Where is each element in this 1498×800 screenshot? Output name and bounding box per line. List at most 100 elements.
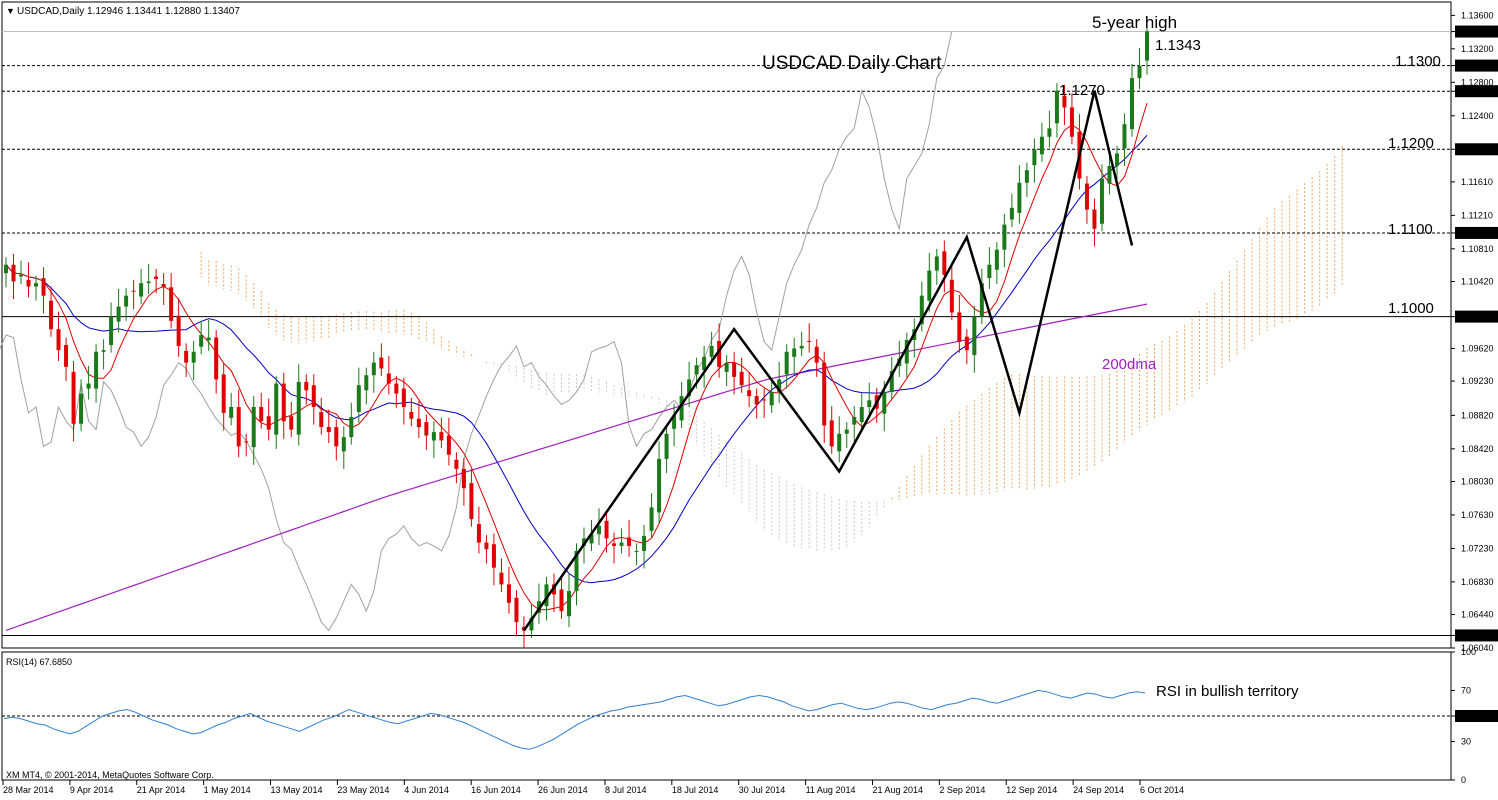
candle-body bbox=[882, 391, 887, 414]
candle-body bbox=[221, 374, 226, 413]
sma200-path bbox=[5, 303, 1148, 631]
x-tick-label: 16 Jun 2014 bbox=[471, 785, 521, 795]
time-axis: 28 Mar 2014 9 Apr 2014 21 Apr 2014 1 May 20… bbox=[2, 780, 1184, 795]
annotation-1-1270: 1.1270 bbox=[1059, 82, 1105, 99]
rsi-path bbox=[3, 689, 1146, 750]
candle-body bbox=[582, 538, 587, 546]
price-box bbox=[1455, 143, 1498, 156]
candle-body bbox=[424, 422, 429, 436]
candle-body bbox=[319, 412, 324, 428]
candle-body bbox=[49, 300, 54, 330]
candle-body bbox=[229, 407, 234, 418]
candle-body bbox=[672, 415, 677, 429]
candle-body bbox=[927, 270, 932, 301]
candle-body bbox=[889, 371, 894, 392]
chikou-path bbox=[0, 31, 953, 632]
candle-body bbox=[769, 391, 774, 406]
candle-body bbox=[409, 412, 414, 419]
y-tick-label: 1.06440 bbox=[1461, 610, 1494, 620]
candle-body bbox=[979, 283, 984, 317]
candle-body bbox=[64, 345, 69, 367]
candle-body bbox=[694, 365, 699, 375]
rsi-tick-label: 70 bbox=[1461, 685, 1471, 695]
y-tick-label: 1.06830 bbox=[1461, 577, 1494, 587]
candle-body bbox=[79, 393, 84, 424]
y-tick-label: 1.12800 bbox=[1461, 77, 1494, 87]
candle-body bbox=[386, 373, 391, 384]
price-box-label: 1.13407 bbox=[1458, 27, 1491, 37]
rsi-tick-label: 0 bbox=[1461, 775, 1466, 785]
candle-body bbox=[251, 407, 256, 448]
y-tick-label: 1.10810 bbox=[1461, 244, 1494, 254]
candle-body bbox=[544, 584, 549, 607]
x-tick-label: 4 Jun 2014 bbox=[404, 785, 449, 795]
candle-body bbox=[469, 483, 474, 520]
candle-body bbox=[1092, 209, 1097, 229]
candle-body bbox=[837, 433, 842, 452]
zigzag-pattern bbox=[522, 90, 1134, 632]
candle-body bbox=[717, 340, 722, 367]
y-tick-label: 1.07230 bbox=[1461, 543, 1494, 553]
x-tick-label: 28 Mar 2014 bbox=[3, 785, 54, 795]
dropdown-icon[interactable]: ▼ bbox=[6, 6, 15, 16]
level-label-1-1000: 1.1000 bbox=[1388, 300, 1434, 317]
candle-body bbox=[942, 251, 947, 275]
candle-body bbox=[326, 427, 331, 433]
rsi-title: RSI(14) 67.6850 bbox=[6, 657, 72, 667]
candle-body bbox=[146, 281, 151, 284]
candle-body bbox=[289, 416, 294, 430]
candle-body bbox=[416, 418, 421, 428]
candle-body bbox=[364, 375, 369, 391]
candle-body bbox=[199, 335, 204, 347]
candle-body bbox=[431, 432, 436, 441]
candle-body bbox=[506, 584, 511, 603]
y-tick-label: 1.09620 bbox=[1461, 343, 1494, 353]
candle-body bbox=[642, 535, 647, 551]
candle-body bbox=[356, 385, 361, 413]
chikou-line bbox=[0, 31, 953, 632]
candle-body bbox=[476, 524, 481, 543]
candle-body bbox=[454, 459, 459, 469]
candle-body bbox=[116, 306, 121, 322]
price-box-label: 1.06190 bbox=[1458, 631, 1491, 641]
candle-body bbox=[446, 435, 451, 455]
x-tick-label: 18 Jul 2014 bbox=[672, 785, 719, 795]
candle-body bbox=[101, 350, 106, 352]
price-box-label: 1.12000 bbox=[1458, 145, 1491, 155]
candle-body bbox=[274, 383, 279, 435]
chart-title: USDCAD Daily Chart bbox=[762, 53, 942, 74]
y-tick-label: 1.06040 bbox=[1461, 643, 1494, 653]
candle-body bbox=[814, 346, 819, 363]
candle-body bbox=[206, 337, 211, 341]
candle-body bbox=[394, 383, 399, 394]
candle-body bbox=[461, 468, 466, 489]
candle-body bbox=[574, 550, 579, 592]
candle-body bbox=[1047, 128, 1052, 137]
candle-body bbox=[709, 345, 714, 357]
candle-body bbox=[949, 279, 954, 313]
x-tick-label: 21 Apr 2014 bbox=[137, 785, 186, 795]
candle-body bbox=[491, 544, 496, 568]
level-label-1-1100: 1.1100 bbox=[1388, 221, 1433, 238]
candle-body bbox=[154, 276, 159, 279]
candle-body bbox=[529, 617, 534, 631]
candle-body bbox=[176, 315, 181, 346]
price-box-label: 1.12694 bbox=[1458, 87, 1491, 97]
candle-body bbox=[124, 295, 129, 307]
price-box bbox=[1455, 59, 1498, 72]
candle-body bbox=[589, 534, 594, 544]
candle-body bbox=[964, 336, 969, 351]
candle-body bbox=[1137, 65, 1142, 79]
candle-body bbox=[762, 399, 767, 401]
x-tick-label: 2 Sep 2014 bbox=[939, 785, 985, 795]
candle-body bbox=[566, 591, 571, 617]
candle-body bbox=[109, 316, 114, 346]
candle-body bbox=[822, 362, 827, 426]
candle-body bbox=[1107, 166, 1112, 184]
candle-body bbox=[739, 371, 744, 386]
sma200-line bbox=[5, 303, 1148, 631]
candle-body bbox=[972, 316, 977, 356]
candle-body bbox=[747, 390, 752, 397]
price-box bbox=[1455, 25, 1498, 38]
